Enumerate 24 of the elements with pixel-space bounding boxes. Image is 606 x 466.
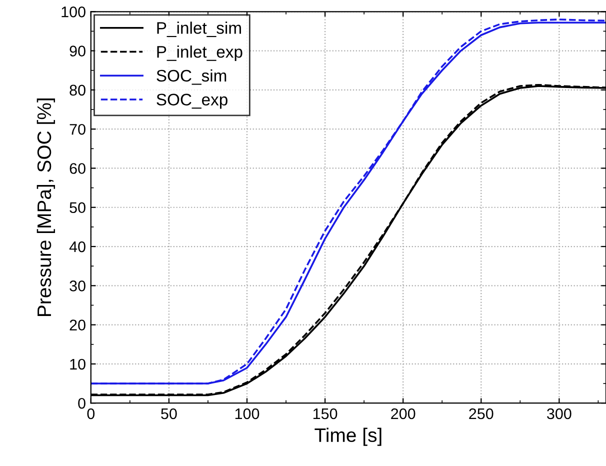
y-tick-label: 70 (70, 124, 86, 135)
x-tick-label: 0 (87, 408, 95, 420)
y-tick-label: 20 (70, 320, 86, 330)
y-tick-label: 90 (70, 46, 86, 56)
x-tick-label: 50 (161, 408, 177, 420)
y-tick-label: 0 (78, 398, 86, 409)
x-tick-label: 100 (235, 408, 260, 420)
y-tick-label: 30 (70, 280, 86, 292)
x-tick-label: 300 (547, 408, 572, 420)
legend-label: P_inlet_sim (157, 22, 241, 38)
y-axis-title: Pressure [MPa], SOC [%] (36, 98, 55, 316)
legend-label: SOC_exp (156, 94, 228, 109)
x-tick-label: 200 (391, 408, 416, 420)
y-tick-label: 10 (70, 358, 86, 370)
x-tick-label: 250 (469, 408, 494, 420)
x-axis-title: Time [s] (314, 428, 382, 446)
y-tick-label: 50 (70, 202, 86, 214)
legend-label: SOC_sim (156, 69, 226, 85)
y-tick-label: 40 (69, 241, 86, 252)
y-tick-label: 80 (70, 84, 86, 96)
legend-label: P_inlet_exp (157, 46, 242, 62)
x-tick-label: 150 (313, 408, 338, 420)
y-tick-label: 100 (62, 6, 86, 18)
y-tick-label: 60 (70, 163, 86, 174)
